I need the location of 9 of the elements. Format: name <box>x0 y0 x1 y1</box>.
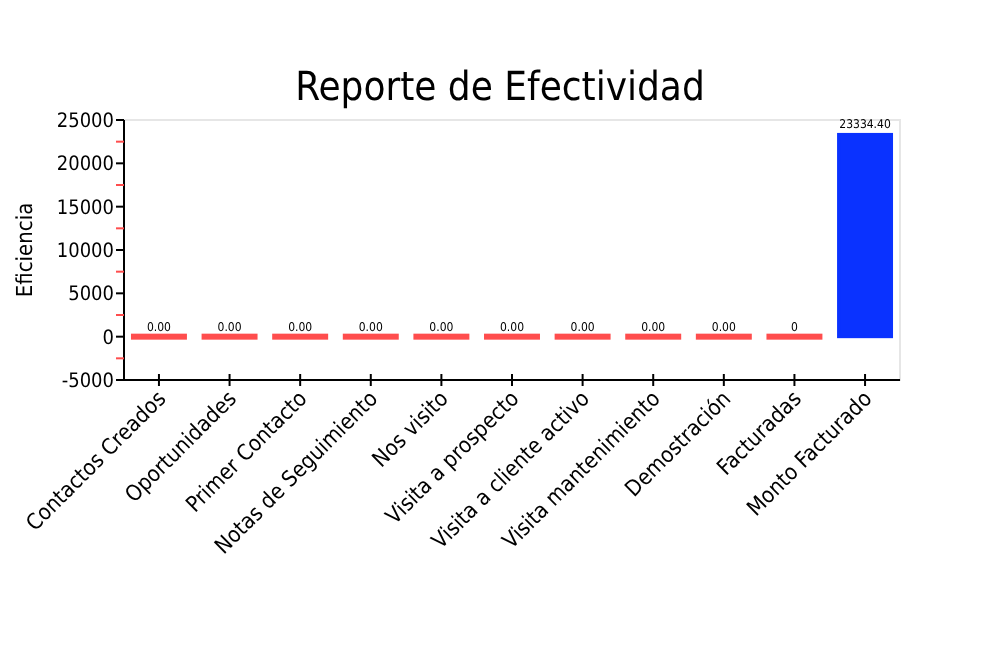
y-tick-label: 10000 <box>56 241 115 263</box>
y-tick-label: 5000 <box>68 284 115 307</box>
y-axis-title: Eficiencia <box>12 202 38 298</box>
y-tick-label: 0 <box>102 327 115 350</box>
chart-title: Reporte de Efectividad <box>295 62 705 110</box>
y-tick-label: -5000 <box>61 371 115 393</box>
y-tick-label: 15000 <box>56 197 115 220</box>
y-tick-label: 25000 <box>56 111 115 133</box>
y-tick-label: 20000 <box>56 154 115 177</box>
